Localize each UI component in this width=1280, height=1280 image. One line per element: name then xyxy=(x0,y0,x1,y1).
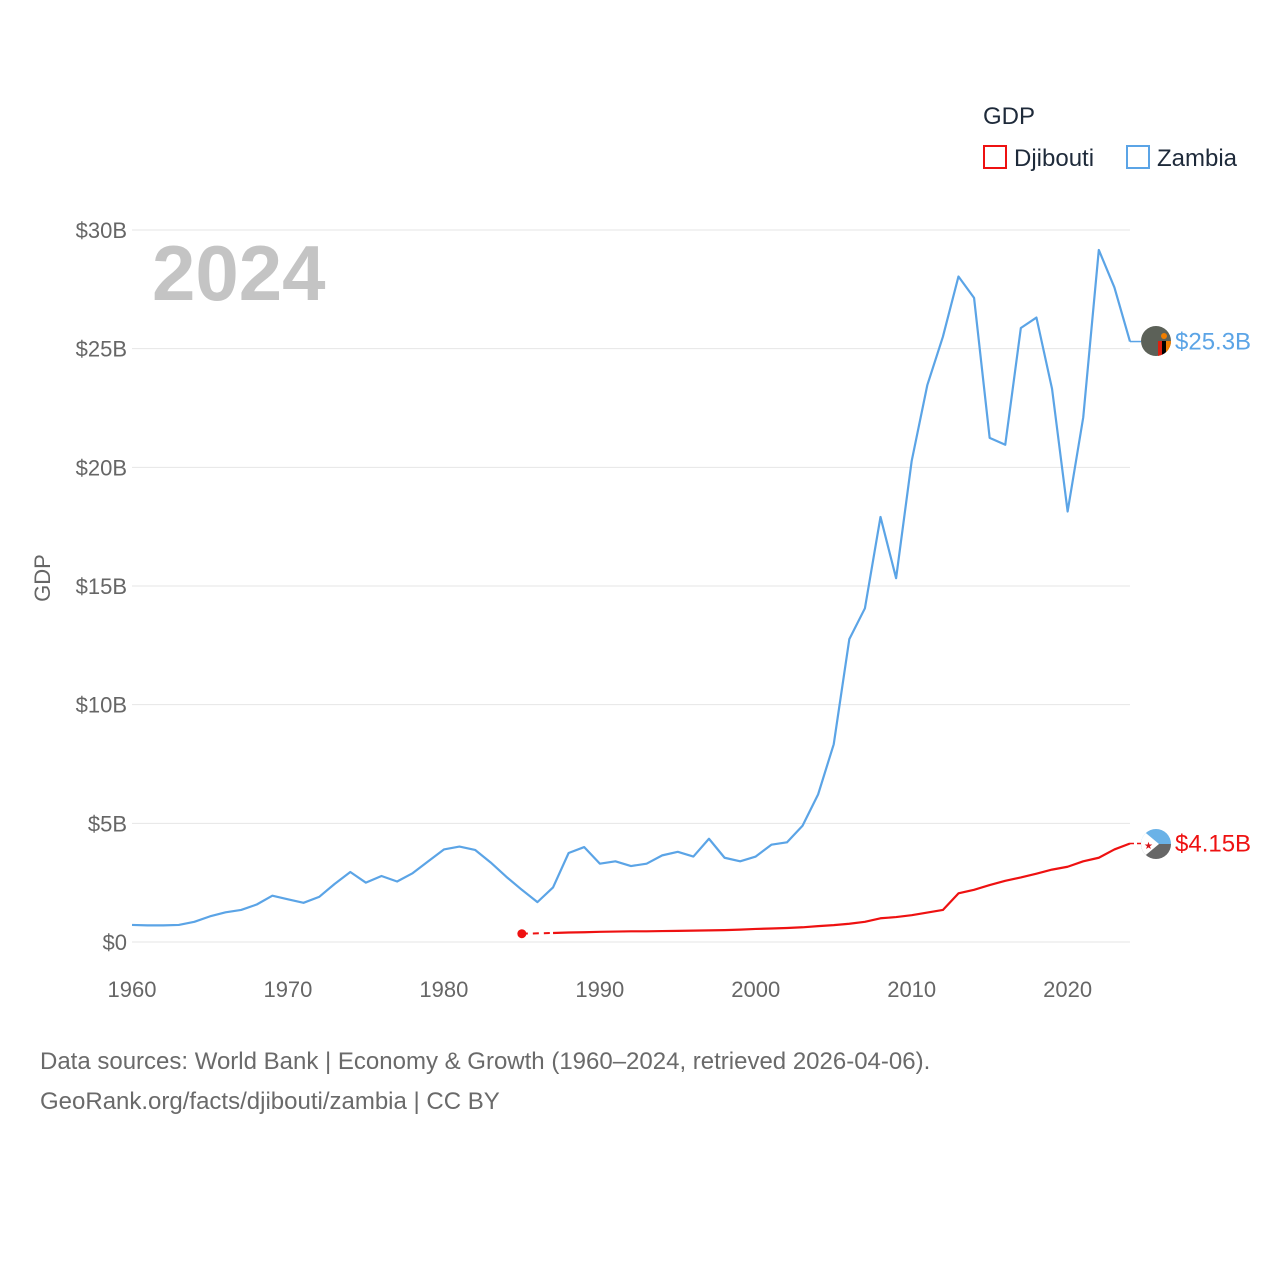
djibouti-flag-icon: ★ xyxy=(1141,829,1171,859)
legend-label-djibouti: Djibouti xyxy=(1014,145,1094,172)
year-watermark: 2024 xyxy=(152,229,326,317)
series-line-djibouti[interactable] xyxy=(552,842,1131,935)
end-label-djibouti: $4.15B xyxy=(1175,831,1251,858)
series-start-point[interactable] xyxy=(517,929,527,939)
y-axis-title: GDP xyxy=(30,554,55,602)
series-djibouti xyxy=(517,842,1141,939)
y-tick-label: $5B xyxy=(88,811,127,836)
legend-item-djibouti[interactable]: Djibouti xyxy=(983,145,1094,172)
x-tick-label: 1970 xyxy=(263,977,312,1002)
footer-attribution[interactable]: GeoRank.org/facts/djibouti/zambia | CC B… xyxy=(40,1088,500,1115)
y-tick-label: $30B xyxy=(76,218,127,243)
x-axis-ticks: 1960 1970 1980 1990 2000 2010 2020 xyxy=(108,977,1093,1002)
svg-text:★: ★ xyxy=(1144,841,1153,852)
y-tick-label: $25B xyxy=(76,337,127,362)
y-axis-ticks: $0 $5B $10B $15B $20B $25B $30B xyxy=(76,218,127,955)
zambia-flag-icon xyxy=(1141,326,1171,356)
x-tick-label: 1980 xyxy=(419,977,468,1002)
legend: GDP Djibouti Zambia xyxy=(983,103,1238,172)
legend-title: GDP xyxy=(983,103,1035,130)
x-tick-label: 1990 xyxy=(575,977,624,1002)
legend-swatch-zambia xyxy=(1126,145,1150,169)
end-labels: $4.15B $25.3B xyxy=(1175,329,1251,858)
grid xyxy=(132,229,1130,943)
y-tick-label: $20B xyxy=(76,455,127,480)
series xyxy=(131,248,1141,939)
series-zambia xyxy=(131,248,1141,927)
x-tick-label: 2020 xyxy=(1043,977,1092,1002)
legend-item-zambia[interactable]: Zambia xyxy=(1126,145,1238,172)
y-tick-label: $15B xyxy=(76,574,127,599)
y-tick-label: $10B xyxy=(76,693,127,718)
x-tick-label: 1960 xyxy=(108,977,157,1002)
x-tick-label: 2010 xyxy=(887,977,936,1002)
legend-label-zambia: Zambia xyxy=(1157,145,1238,172)
y-tick-label: $0 xyxy=(103,930,127,955)
series-gap-connector xyxy=(521,931,554,935)
footer: Data sources: World Bank | Economy & Gro… xyxy=(40,1042,930,1122)
legend-swatch-djibouti xyxy=(983,145,1007,169)
series-line-zambia[interactable] xyxy=(131,248,1132,927)
footer-sources: Data sources: World Bank | Economy & Gro… xyxy=(40,1048,931,1075)
x-tick-label: 2000 xyxy=(731,977,780,1002)
end-label-zambia: $25.3B xyxy=(1175,329,1251,356)
